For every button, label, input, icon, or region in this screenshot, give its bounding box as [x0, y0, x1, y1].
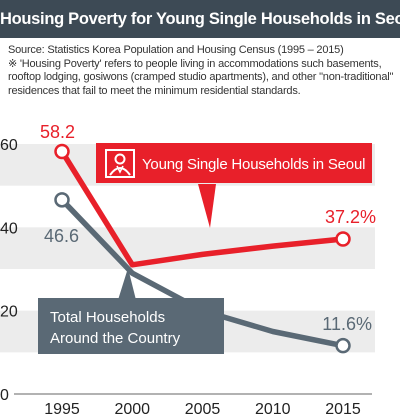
data-labels: 58.2 37.2% 46.6 11.6% — [40, 122, 376, 334]
x-tick-label: 2015 — [325, 401, 361, 418]
data-label-seoul-2015: 37.2% — [325, 207, 376, 227]
note-line-2: rooftop lodging, gosiwons (cramped studi… — [8, 71, 394, 84]
national-series-label-line2: Around the Country — [50, 330, 181, 347]
seoul-callout-box — [96, 143, 372, 183]
series-points — [54, 143, 351, 354]
y-tick-label: 20 — [0, 304, 18, 321]
series-line-0 — [59, 148, 346, 268]
x-tick-label: 2005 — [185, 401, 221, 418]
data-label-national-2015: 11.6% — [322, 314, 372, 334]
national-legend-callout: Total Households Around the Country — [38, 268, 224, 354]
data-point — [54, 192, 70, 208]
data-label-seoul-1995: 58.2 — [40, 122, 75, 142]
national-series-label-line1: Total Households — [50, 309, 165, 326]
source-notes: Source: Statistics Korea Population and … — [8, 44, 396, 98]
note-line-1: ※ 'Housing Poverty' refers to people liv… — [8, 57, 382, 70]
data-point — [335, 231, 351, 247]
y-tick-label: 0 — [0, 387, 9, 404]
y-tick-label: 60 — [0, 137, 18, 154]
x-tick-label: 2010 — [255, 401, 291, 418]
person-icon — [105, 149, 135, 178]
y-tick-label: 40 — [0, 220, 18, 237]
note-line-3: residences that fail to meet the minimum… — [8, 84, 301, 97]
grid-band-1 — [0, 227, 375, 269]
data-point — [54, 143, 70, 160]
data-point — [335, 337, 351, 354]
title-bar: Housing Poverty for Young Single Househo… — [0, 0, 400, 38]
seoul-callout-pointer — [198, 184, 216, 228]
data-label-national-1995: 46.6 — [44, 226, 79, 246]
axes: 0 20 40 60 1995 2000 2005 2010 2015 — [0, 137, 372, 418]
national-callout-box — [38, 298, 224, 354]
seoul-series-label: Young Single Households in Seoul — [142, 156, 365, 173]
seoul-legend-callout: Young Single Households in Seoul — [96, 143, 372, 228]
chart-title: Housing Poverty for Young Single Househo… — [0, 10, 400, 28]
x-tick-label: 2000 — [114, 401, 150, 418]
x-tick-label: 1995 — [44, 401, 80, 418]
national-callout-pointer — [118, 268, 136, 300]
source-text: Source: Statistics Korea Population and … — [8, 44, 344, 56]
